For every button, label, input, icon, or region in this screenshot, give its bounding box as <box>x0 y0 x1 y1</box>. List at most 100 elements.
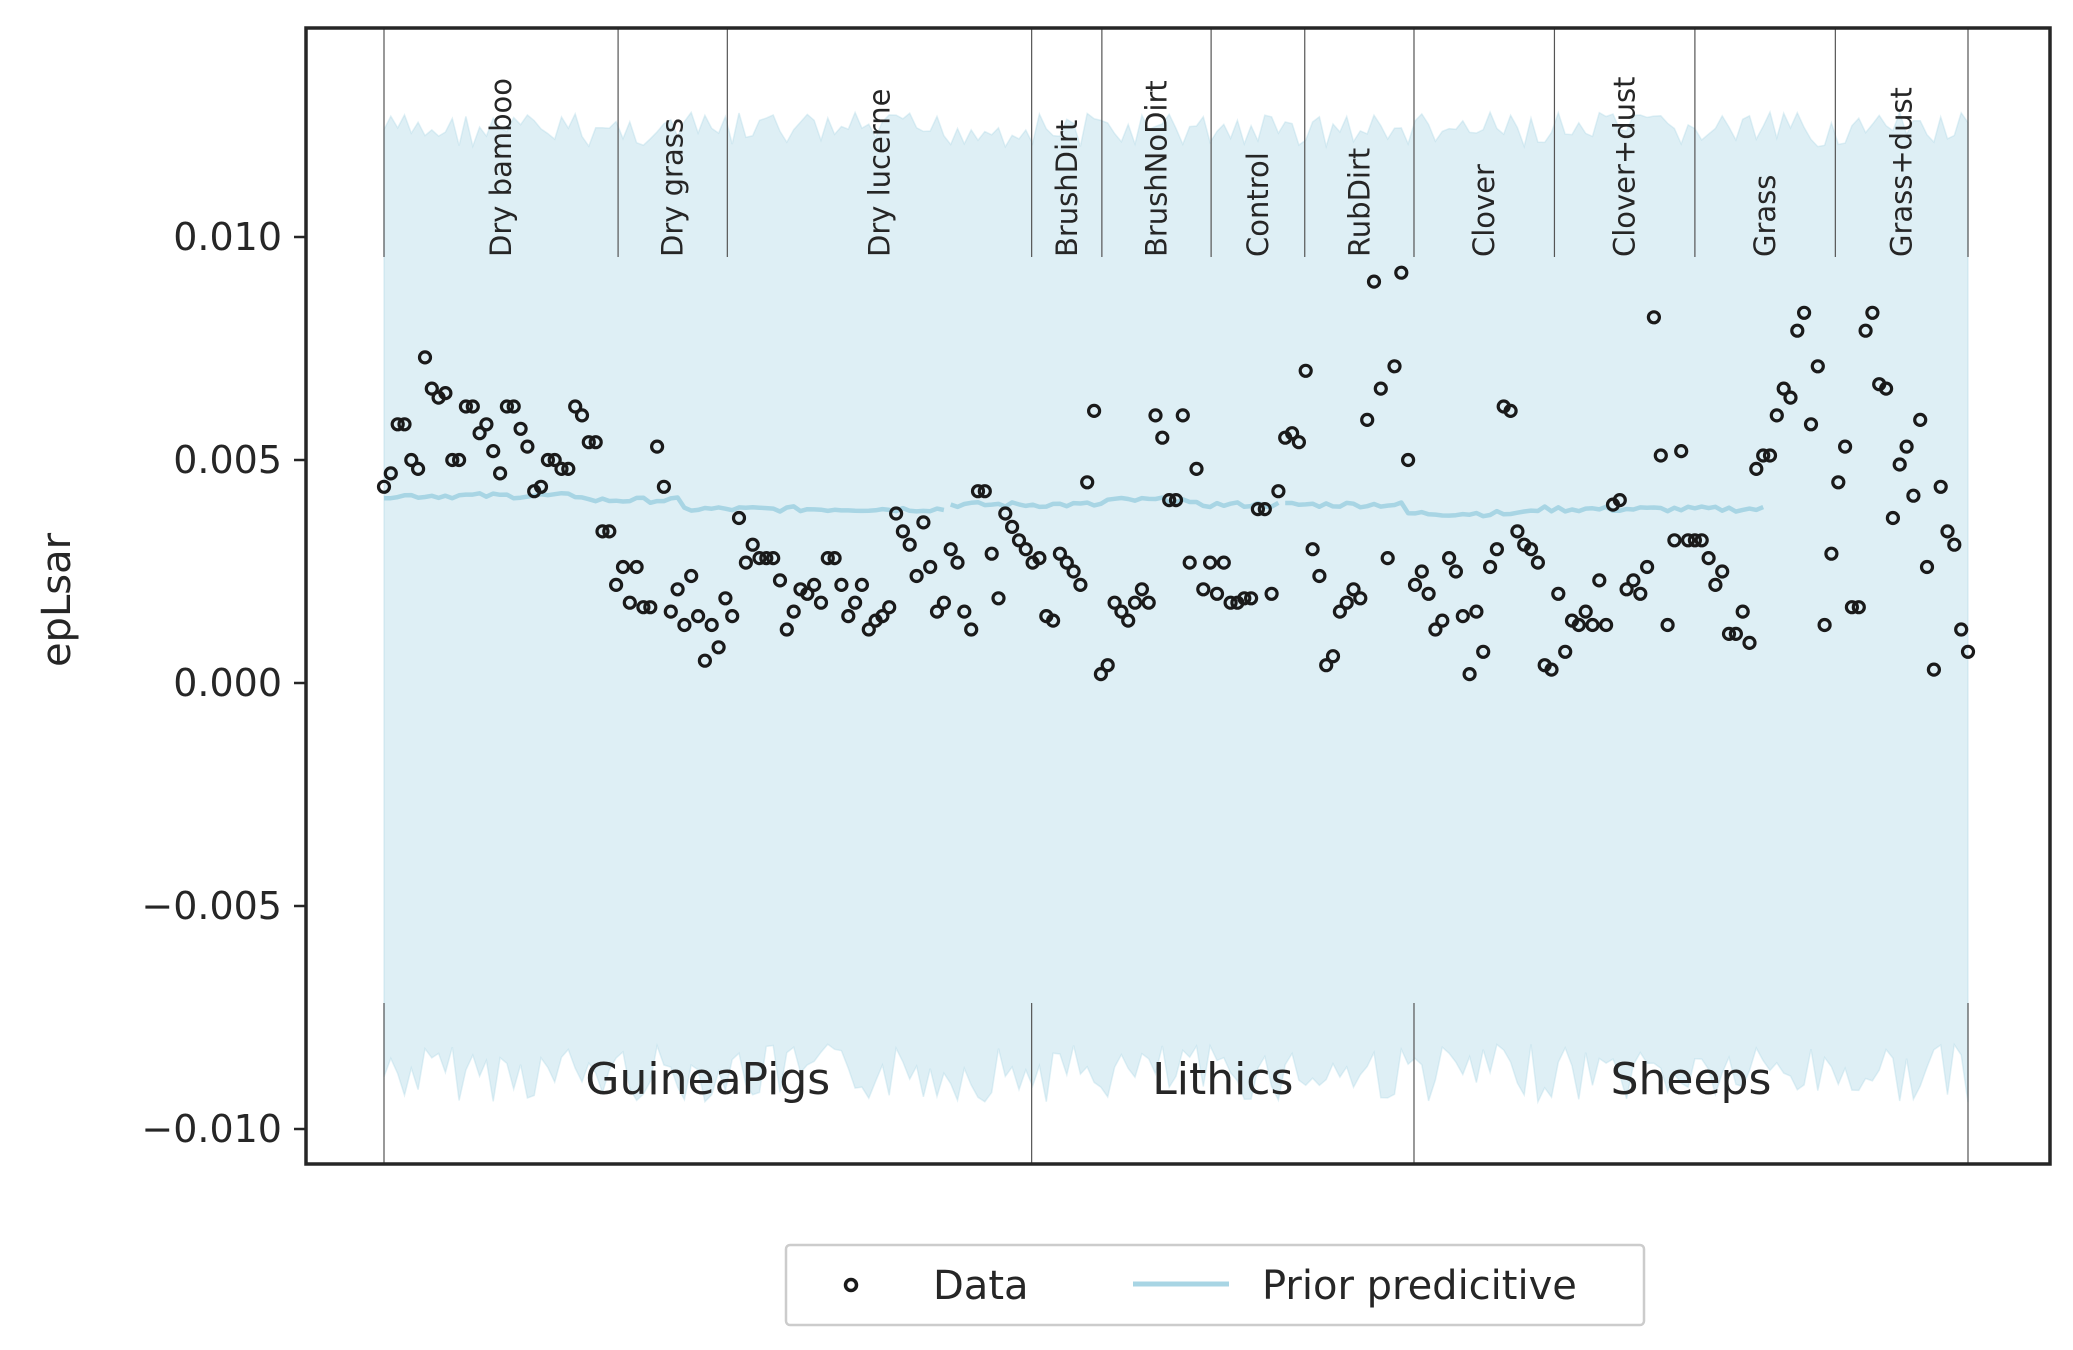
data-point <box>656 479 672 494</box>
data-point <box>1073 577 1088 593</box>
category-label: Clover <box>1467 164 1501 257</box>
data-point <box>1100 658 1115 673</box>
data-point <box>957 604 972 619</box>
data-point <box>772 573 788 588</box>
group-label: Lithics <box>1152 1054 1293 1105</box>
data-point <box>1107 595 1122 610</box>
data-point <box>1325 649 1341 664</box>
data-point <box>1353 591 1368 606</box>
data-point <box>820 550 835 566</box>
data-point <box>1462 666 1477 682</box>
category-label: Dry lucerne <box>863 89 897 258</box>
data-point <box>1243 591 1259 606</box>
group-label: Sheeps <box>1611 1054 1772 1105</box>
y-axis-label: epLsar <box>34 532 80 667</box>
data-point <box>1940 524 1955 539</box>
data-point <box>1407 577 1423 593</box>
data-point <box>718 591 733 606</box>
data-point <box>1414 564 1429 579</box>
data-point <box>649 439 665 454</box>
legend-prior-label: Prior predicitive <box>1262 1263 1577 1309</box>
data-point <box>1196 582 1211 597</box>
data-point <box>1312 568 1327 584</box>
data-point <box>1441 550 1457 566</box>
data-point <box>1878 381 1894 396</box>
data-point <box>895 524 911 539</box>
data-point <box>813 595 829 610</box>
data-point <box>636 600 651 615</box>
data-point <box>1448 564 1464 579</box>
data-point <box>711 640 726 655</box>
data-point <box>629 559 644 575</box>
data-point <box>779 622 794 637</box>
data-point <box>806 577 822 593</box>
data-point <box>1571 617 1586 633</box>
data-point <box>759 550 774 566</box>
data-point <box>622 595 637 610</box>
data-point <box>574 408 590 423</box>
data-point <box>1551 586 1566 601</box>
data-point <box>1366 274 1382 289</box>
data-point <box>998 506 1013 521</box>
data-point <box>786 604 801 619</box>
data-point <box>1271 484 1286 499</box>
data-point <box>1558 644 1573 659</box>
data-point <box>1489 542 1505 557</box>
data-point <box>1578 604 1593 619</box>
data-point <box>1045 613 1061 628</box>
data-point <box>1783 390 1798 405</box>
prior-predictive-line <box>383 490 945 514</box>
data-point <box>909 568 924 584</box>
data-point <box>643 600 658 615</box>
data-point <box>1708 577 1723 593</box>
data-point <box>1674 444 1689 459</box>
data-point <box>1339 595 1354 610</box>
data-point <box>841 608 856 624</box>
data-point <box>1237 591 1252 606</box>
legend: Data Prior predicitive <box>784 1243 1646 1327</box>
data-point <box>1796 305 1812 320</box>
data-point <box>663 604 678 619</box>
y-axis: 0.010 0.005 0.000 −0.005 −0.010 <box>141 26 2052 1166</box>
data-point <box>929 604 945 619</box>
data-point <box>520 439 535 454</box>
data-point <box>547 452 562 468</box>
plot-area: GuineaPigs Lithics Sheeps Dry bamboo Dry gra… <box>376 28 1976 1164</box>
category-label: Clover+dust <box>1608 76 1642 257</box>
data-point <box>1052 546 1068 561</box>
data-point <box>465 399 480 414</box>
data-point <box>670 582 685 597</box>
data-point <box>1373 381 1388 396</box>
data-point <box>1209 586 1225 601</box>
data-point <box>847 595 863 610</box>
data-point <box>540 452 556 468</box>
data-point <box>1264 586 1279 601</box>
data-point <box>1018 542 1033 557</box>
data-point <box>916 515 931 530</box>
data-point <box>411 461 426 476</box>
data-point <box>936 595 952 610</box>
data-point <box>1291 435 1307 450</box>
data-point <box>1735 604 1750 619</box>
data-point <box>1885 510 1901 526</box>
data-point <box>615 559 631 575</box>
data-point <box>424 381 439 396</box>
data-point <box>1913 412 1928 427</box>
data-point <box>1523 542 1539 557</box>
data-point <box>417 350 433 365</box>
data-point <box>854 577 870 593</box>
data-point <box>1646 310 1662 325</box>
data-point <box>1127 595 1143 610</box>
data-point <box>875 608 890 624</box>
data-point <box>1837 439 1853 454</box>
data-point <box>479 417 494 432</box>
category-label: BrushNoDirt <box>1140 80 1174 257</box>
data-point <box>1933 479 1948 494</box>
data-point <box>738 555 754 570</box>
category-label: Grass <box>1748 175 1782 257</box>
data-point <box>1926 662 1942 677</box>
data-point <box>1482 559 1498 575</box>
data-point <box>1817 617 1832 633</box>
data-point <box>1298 363 1313 378</box>
data-point <box>486 444 501 459</box>
